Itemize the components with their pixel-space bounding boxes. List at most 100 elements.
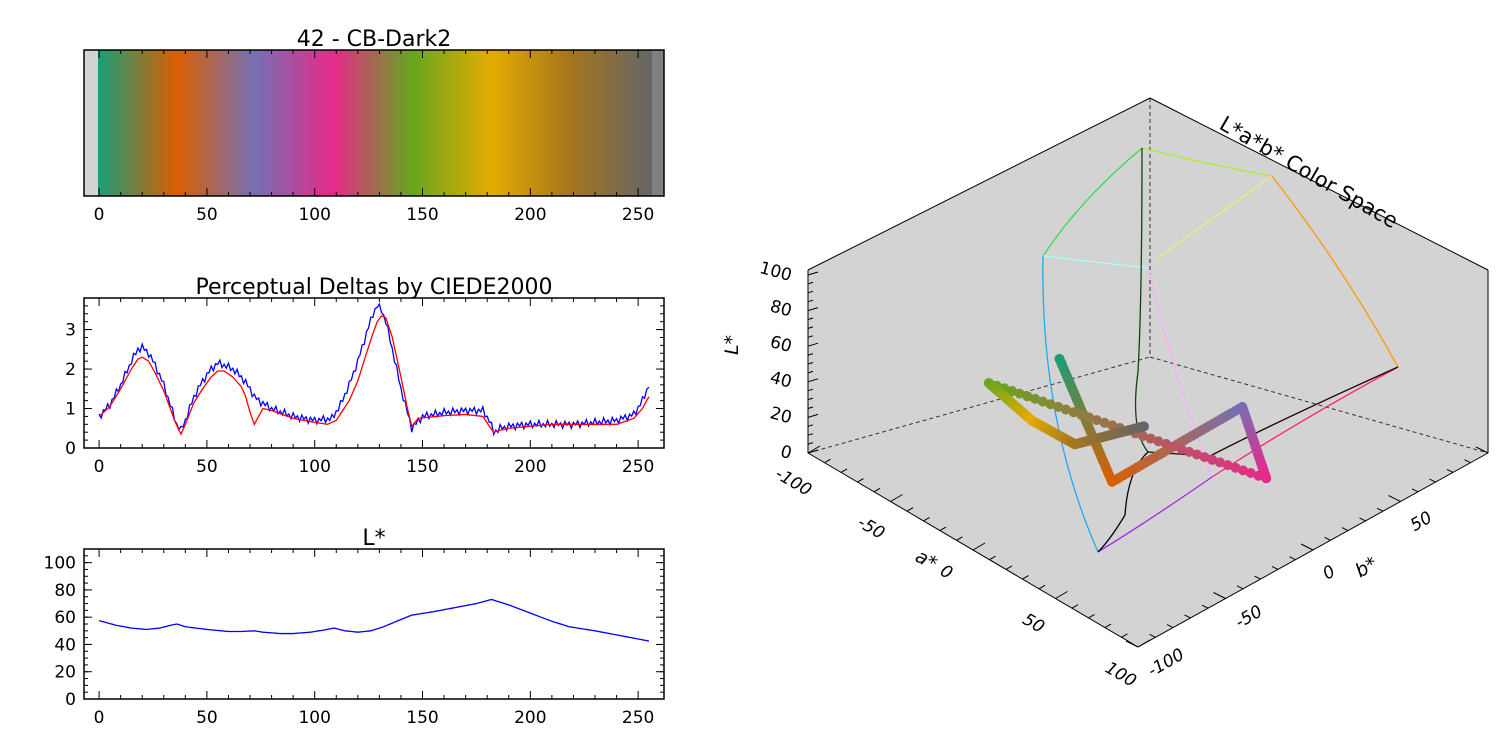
y-tick bbox=[1213, 592, 1226, 599]
x-tick-label: 200 bbox=[514, 708, 546, 728]
x-tick-label: 150 bbox=[406, 708, 438, 728]
trajectory-point bbox=[1222, 460, 1233, 471]
z-tick-label: 0 bbox=[778, 442, 794, 464]
x-tick-label: 250 bbox=[622, 708, 654, 728]
y-tick bbox=[1446, 468, 1454, 473]
x-tick bbox=[1137, 639, 1151, 648]
z-tick bbox=[807, 335, 814, 338]
x-tick bbox=[939, 526, 947, 532]
y-tick bbox=[1376, 507, 1384, 512]
x-tick-label: 0 bbox=[94, 205, 105, 225]
gamut-edge-green-yellow bbox=[1141, 147, 1273, 177]
z-tick bbox=[807, 290, 814, 294]
trajectory-point bbox=[1176, 444, 1187, 455]
y-tick bbox=[1388, 495, 1401, 502]
gamut-edge-yellow-white bbox=[1157, 175, 1273, 259]
z-tick bbox=[807, 342, 819, 347]
trajectory-point bbox=[1184, 446, 1195, 457]
deltas-panel: Perceptual Deltas by CIEDE2000 0 50 100 150… bbox=[65, 275, 665, 477]
series-line-0 bbox=[98, 598, 650, 642]
y-tick-label: 3 bbox=[65, 321, 76, 341]
z-tick bbox=[807, 281, 814, 285]
colormap-strip bbox=[98, 50, 652, 196]
x-tick-label: 50 bbox=[196, 708, 218, 728]
trajectory-point bbox=[1238, 465, 1249, 476]
x-tick bbox=[1038, 584, 1046, 590]
y-tick bbox=[1184, 614, 1191, 619]
y-tick bbox=[1341, 527, 1349, 532]
x-tick-label: 150 bbox=[406, 205, 438, 225]
trajectory-point bbox=[1045, 399, 1056, 410]
trajectory-point bbox=[1245, 468, 1256, 478]
lightness-panel: L* 0 50 100 150 200 250 0 20 40 60 80 100 bbox=[44, 526, 665, 728]
colormap-x-ticks: 0 50 100 150 200 250 bbox=[94, 50, 654, 225]
y-tick bbox=[1254, 575, 1261, 580]
y-tick-label: 2 bbox=[65, 360, 76, 380]
x-tick bbox=[840, 468, 848, 473]
trajectory-point bbox=[1207, 454, 1218, 465]
x-tick-label: 250 bbox=[622, 205, 654, 225]
deltas-title: Perceptual Deltas by CIEDE2000 bbox=[195, 275, 552, 300]
x-tick bbox=[1088, 613, 1095, 619]
colormap-frame bbox=[83, 49, 665, 197]
z-tick bbox=[807, 362, 814, 365]
y-tick-label: 100 bbox=[44, 554, 76, 574]
pane-floor bbox=[808, 357, 1488, 647]
gamut-edge-cyan-blue bbox=[1042, 255, 1099, 553]
trajectory-point bbox=[1153, 436, 1164, 447]
trajectory-point bbox=[1037, 396, 1048, 407]
z-tick-label: 100 bbox=[757, 258, 794, 286]
x-tick-label: -100 bbox=[772, 464, 815, 501]
trajectory-point bbox=[1091, 415, 1102, 426]
y-tick-label: -50 bbox=[1232, 602, 1266, 633]
y-tick bbox=[1125, 640, 1139, 648]
deltas-series bbox=[98, 302, 650, 437]
z-tick bbox=[807, 299, 814, 303]
x-tick-label: 0 bbox=[94, 457, 105, 477]
trajectory-point bbox=[1138, 431, 1148, 441]
lightness-title: L* bbox=[362, 526, 385, 551]
x-tick-label: 100 bbox=[298, 457, 330, 477]
y-tick bbox=[1236, 585, 1244, 590]
trajectory-point bbox=[1053, 401, 1064, 412]
series-line-0 bbox=[98, 302, 650, 437]
y-tick bbox=[1149, 633, 1156, 638]
y-tick bbox=[1411, 488, 1419, 493]
y-tick-label: 0 bbox=[65, 690, 76, 710]
z-tick-label: 40 bbox=[768, 368, 794, 393]
x-tick-label: 50 bbox=[196, 457, 218, 477]
z-tick bbox=[807, 388, 814, 392]
lab-3d-panel: L*a*b* Color Space L* a* b* 020406080100… bbox=[721, 97, 1489, 692]
z-tick-label: 80 bbox=[768, 297, 794, 322]
y-tick-label: 50 bbox=[1407, 508, 1436, 536]
trajectory-point bbox=[1076, 409, 1087, 420]
trajectory-point bbox=[1168, 441, 1179, 452]
trajectory-point bbox=[1014, 388, 1025, 399]
trajectory-point bbox=[1215, 457, 1225, 468]
y-tick-label: 0 bbox=[65, 439, 76, 459]
lightness-ticks: 0 50 100 150 200 250 0 20 40 60 80 100 bbox=[44, 548, 664, 728]
z-tick bbox=[807, 307, 819, 312]
trajectory-point bbox=[1261, 473, 1272, 484]
trajectory-point bbox=[1060, 404, 1071, 415]
x-tick bbox=[972, 542, 986, 551]
trajectory-point bbox=[1022, 391, 1033, 402]
y-tick-label: 0 bbox=[1320, 562, 1339, 585]
series-line-1 bbox=[98, 314, 650, 436]
trajectory-point bbox=[1253, 470, 1264, 481]
x-tick-label: 250 bbox=[622, 457, 654, 477]
x-axis-label: a* bbox=[912, 545, 941, 575]
z-tick-labels: 0 20 40 60 80 100 bbox=[757, 258, 794, 464]
z-tick bbox=[807, 406, 814, 409]
z-tick-label: 20 bbox=[768, 403, 794, 428]
y-tick bbox=[1271, 565, 1279, 570]
y-tick bbox=[1300, 543, 1314, 551]
x-tick bbox=[1005, 565, 1013, 570]
x-tick bbox=[956, 536, 963, 541]
x-tick-label: 50 bbox=[196, 205, 218, 225]
y-tick bbox=[1464, 459, 1471, 464]
axis-ticks-3d bbox=[807, 271, 1489, 648]
x-tick-label: 200 bbox=[514, 457, 546, 477]
x-tick bbox=[1121, 633, 1128, 638]
